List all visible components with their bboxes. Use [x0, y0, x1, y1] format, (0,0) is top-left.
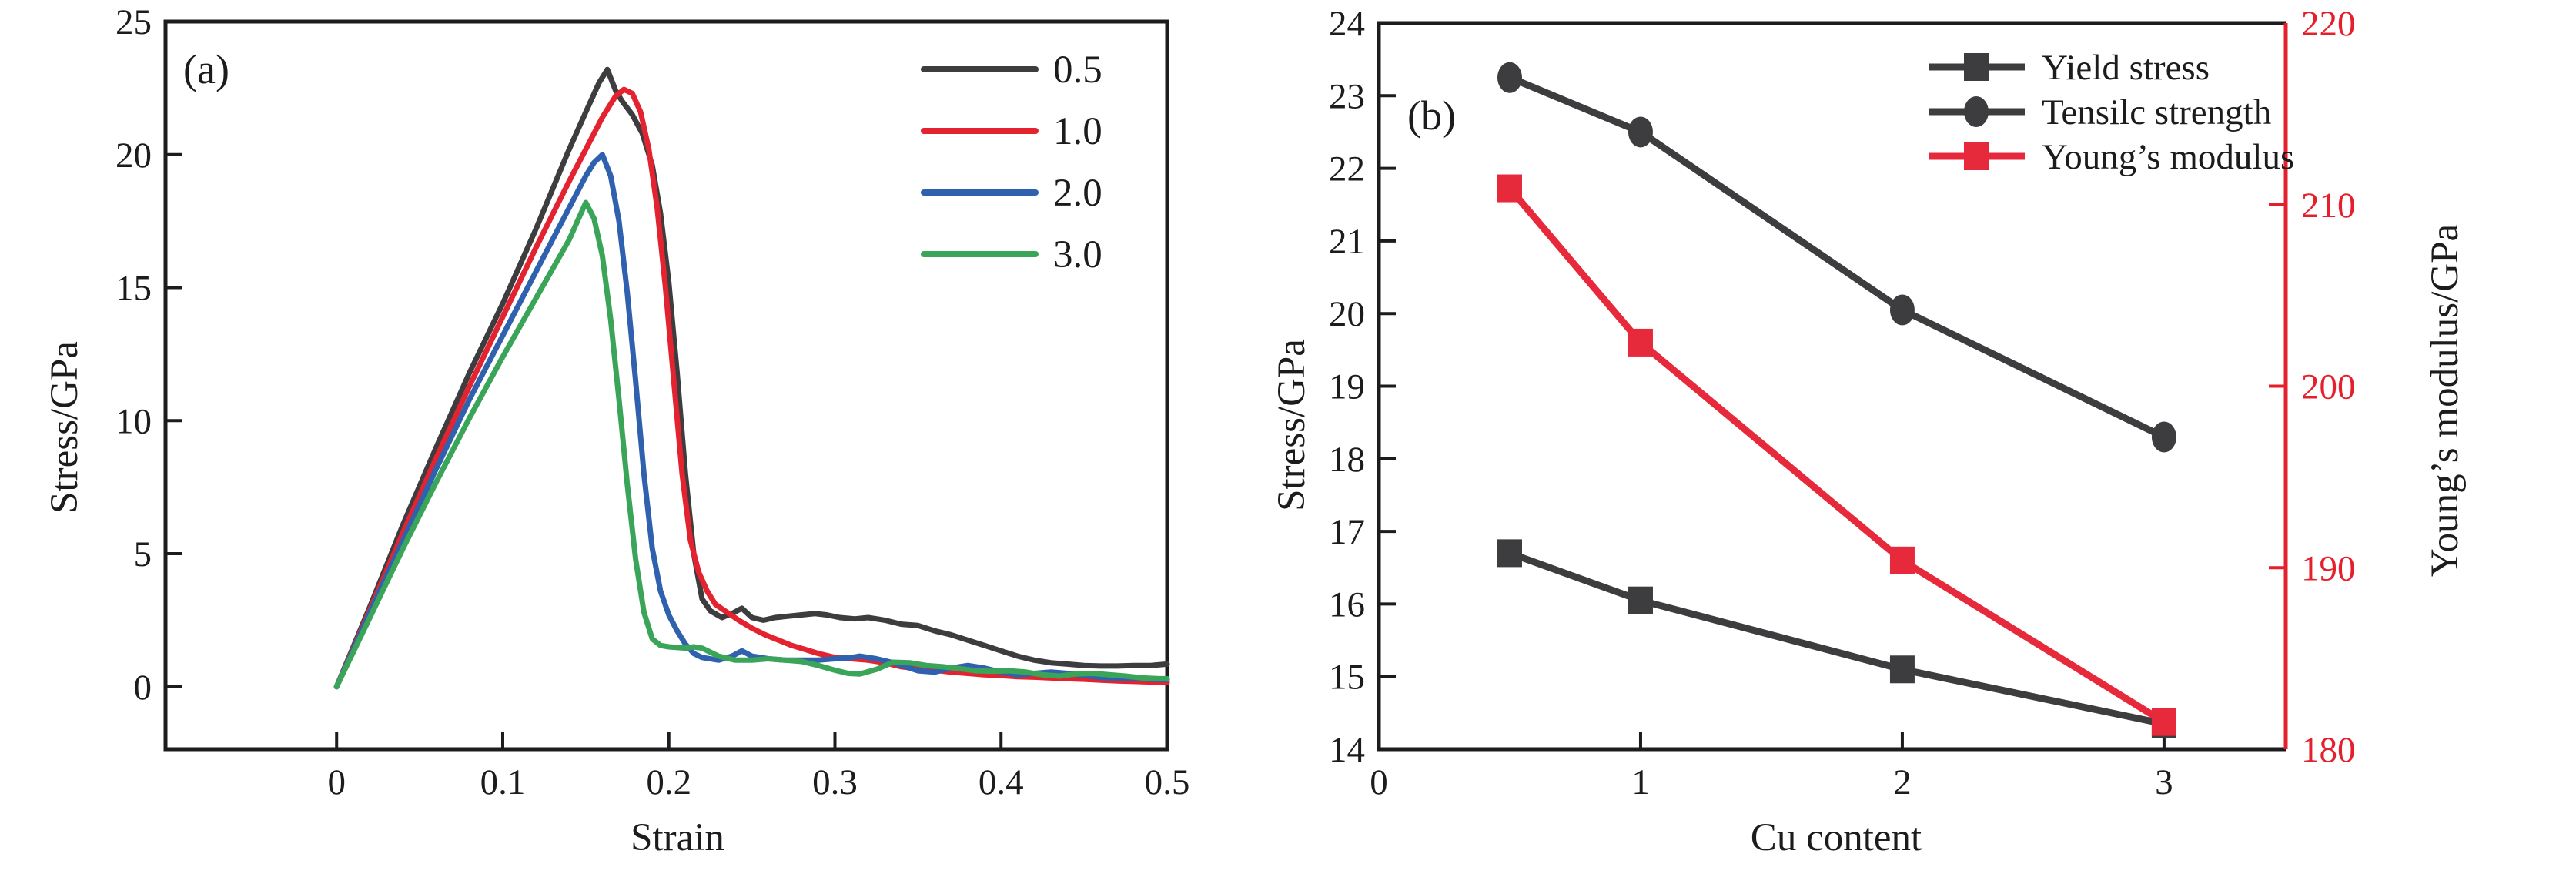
b-y-left-axis-title: Stress/GPa	[1270, 339, 1313, 511]
b-series-tensilc-strength	[1497, 62, 2176, 453]
b-series-line	[1508, 550, 2165, 728]
b-y-right-tick-label: 190	[2301, 548, 2356, 588]
b-data-point-marker	[1497, 174, 1522, 203]
b-y-left-tick-label: 14	[1329, 730, 1365, 770]
b-legend-item-0	[1929, 53, 2025, 81]
b-data-point-marker	[1889, 546, 1915, 574]
b-data-point-marker	[1889, 294, 1915, 326]
b-data-point-marker	[1497, 539, 1522, 568]
b-y-left-tick-label: 20	[1329, 294, 1365, 334]
b-x-tick-label: 2	[1893, 762, 1912, 802]
a-x-axis-title: Strain	[631, 816, 724, 859]
b-series-line	[1507, 186, 2166, 725]
b-x-axis-title: Cu content	[1751, 816, 1922, 859]
b-x-tick-label: 0	[1370, 762, 1388, 802]
b-legend-marker-swatch	[1964, 53, 1989, 81]
a-x-tick-label: 0	[327, 762, 346, 802]
b-data-point-marker	[1628, 586, 1653, 614]
a-legend-label: 3.0	[1053, 233, 1102, 276]
a-y-tick-label: 15	[115, 269, 152, 309]
panel-a-label: (a)	[183, 46, 229, 92]
b-series-young-s-modulus	[1497, 174, 2176, 736]
panel-b-label: (b)	[1407, 92, 1456, 139]
a-x-tick-label: 0.1	[480, 762, 526, 802]
b-data-point-marker	[1628, 328, 1653, 357]
a-plot-border	[163, 19, 1169, 752]
b-y-left-tick-label: 16	[1329, 584, 1365, 625]
b-y-right-tick-label: 210	[2301, 186, 2356, 226]
a-curve-2-0	[333, 152, 1170, 690]
a-x-tick-label: 0.4	[979, 762, 1024, 802]
b-legend-item-1	[1929, 96, 2025, 127]
b-legend-marker-swatch	[1964, 142, 1989, 170]
b-x-tick-label: 1	[1631, 762, 1650, 802]
b-y-left-tick-label: 17	[1329, 512, 1365, 552]
a-y-tick-label: 20	[115, 136, 152, 176]
b-x-tick-label: 3	[2155, 762, 2173, 802]
b-y-right-tick-label: 220	[2301, 4, 2356, 44]
a-y-tick-label: 0	[134, 668, 152, 708]
b-y-left-tick-label: 21	[1329, 222, 1365, 262]
a-y-axis-title: Stress/GPa	[43, 341, 86, 514]
b-y-left-tick-label: 18	[1329, 440, 1365, 480]
b-legend-label: Young’s modulus	[2042, 137, 2294, 177]
b-y-left-tick-label: 19	[1329, 367, 1365, 407]
a-legend-label: 2.0	[1053, 172, 1102, 215]
b-series-yield-stress	[1497, 539, 2176, 738]
b-data-point-marker	[1497, 62, 1522, 93]
b-data-point-marker	[2151, 421, 2176, 453]
b-y-right-axis-title: Young’s modulus/GPa	[2424, 224, 2467, 577]
a-y-tick-label: 10	[115, 401, 152, 441]
a-legend-label: 0.5	[1053, 49, 1102, 92]
b-legend-item-2	[1929, 142, 2025, 170]
a-legend-label: 1.0	[1053, 110, 1102, 153]
b-legend-label: Tensilc strength	[2042, 92, 2271, 132]
a-curve-3-0	[333, 199, 1170, 690]
b-y-right-tick-label: 180	[2301, 730, 2356, 770]
b-y-left-tick-label: 22	[1329, 149, 1365, 189]
a-curve-1-0	[333, 86, 1170, 690]
b-series-line	[1508, 74, 2166, 440]
b-y-right-tick-label: 200	[2301, 367, 2356, 407]
a-curve-0-5	[333, 66, 1170, 690]
b-data-point-marker	[2151, 708, 2176, 736]
a-y-tick-label: 25	[115, 2, 152, 42]
a-x-tick-label: 0.5	[1145, 762, 1190, 802]
b-legend-marker-swatch	[1964, 96, 1989, 127]
b-y-left-tick-label: 15	[1329, 658, 1365, 698]
a-legend	[921, 66, 1039, 257]
b-legend	[1929, 53, 2025, 170]
a-x-tick-label: 0.2	[646, 762, 691, 802]
b-legend-label: Yield stress	[2042, 48, 2210, 88]
b-y-left-tick-label: 23	[1329, 76, 1365, 116]
a-y-tick-label: 5	[134, 534, 152, 574]
b-data-point-marker	[1889, 655, 1915, 684]
b-data-point-marker	[1628, 116, 1653, 148]
a-x-tick-label: 0.3	[812, 762, 858, 802]
b-y-left-tick-label: 24	[1329, 4, 1365, 44]
